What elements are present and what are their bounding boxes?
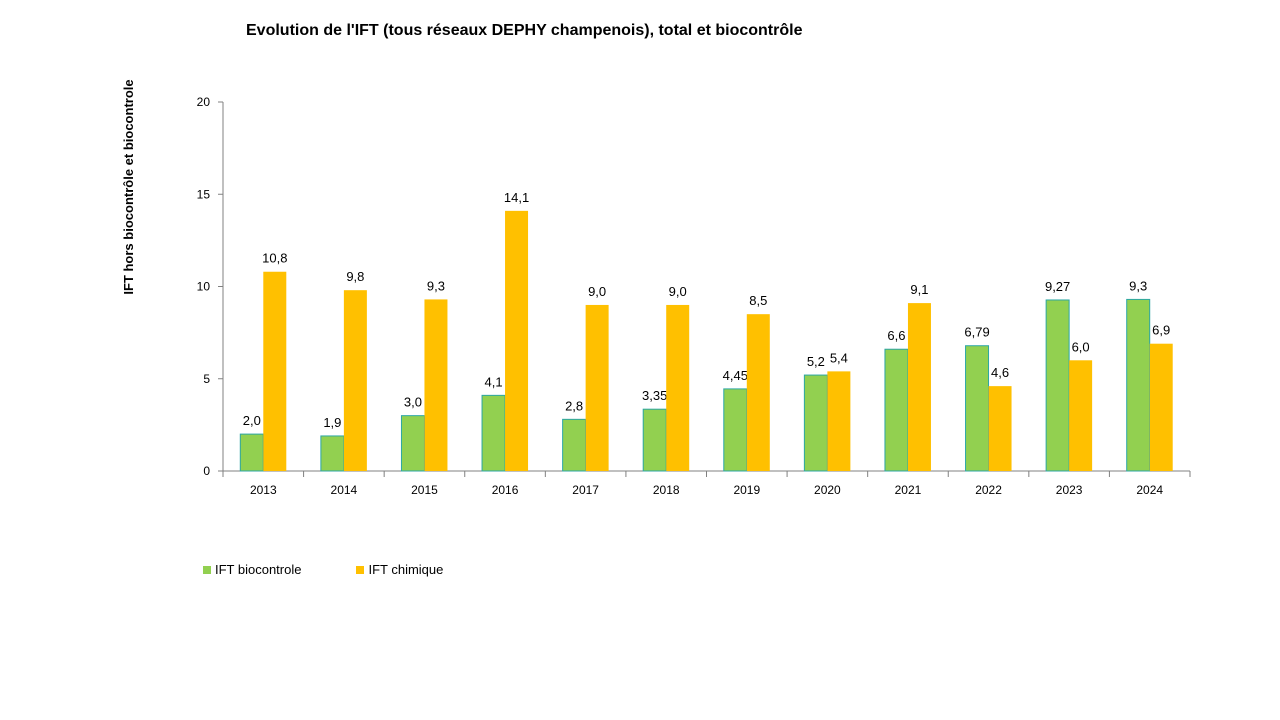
data-label-chimique: 10,8 <box>262 251 287 266</box>
bar-biocontrole <box>562 418 587 472</box>
legend-label-biocontrole: IFT biocontrole <box>215 562 302 577</box>
bar-chimique <box>1149 343 1173 471</box>
data-label-chimique: 9,0 <box>669 284 687 299</box>
bar-chimique <box>1069 360 1093 471</box>
bar-chimique <box>343 290 367 471</box>
x-tick-label: 2013 <box>250 483 277 497</box>
data-label-biocontrole: 4,45 <box>723 368 748 383</box>
x-tick-label: 2016 <box>492 483 519 497</box>
data-label-chimique: 6,0 <box>1072 339 1090 354</box>
legend-swatch-chimique <box>356 565 365 574</box>
data-label-biocontrole: 6,6 <box>887 328 905 343</box>
legend-item-chimique: IFT chimique <box>356 562 443 577</box>
bar-chimique <box>666 304 690 471</box>
bar-chimique <box>424 299 448 471</box>
bar-chimique <box>988 386 1012 471</box>
legend-swatch-biocontrole <box>203 565 211 574</box>
bar-chimique <box>263 271 287 471</box>
x-tick-label: 2017 <box>572 483 599 497</box>
x-tick-label: 2021 <box>895 483 922 497</box>
bar-biocontrole <box>320 435 345 472</box>
data-label-biocontrole: 9,3 <box>1129 278 1147 293</box>
bar-biocontrole <box>1045 299 1070 472</box>
data-label-biocontrole: 2,0 <box>243 413 261 428</box>
bar-biocontrole <box>723 388 748 472</box>
legend-item-biocontrole: IFT biocontrole <box>203 562 301 577</box>
data-label-biocontrole: 2,8 <box>565 398 583 413</box>
bar-biocontrole <box>884 348 909 472</box>
data-label-chimique: 9,0 <box>588 284 606 299</box>
data-label-biocontrole: 5,2 <box>807 354 825 369</box>
data-label-chimique: 6,9 <box>1152 323 1170 338</box>
bar-biocontrole <box>642 408 667 472</box>
bar-biocontrole <box>481 394 506 472</box>
y-axis-label: IFT hors biocontrôle et biocontrole <box>121 79 136 294</box>
chart-title: Evolution de l'IFT (tous réseaux DEPHY c… <box>246 22 803 39</box>
bar-biocontrole <box>965 345 990 472</box>
data-label-chimique: 4,6 <box>991 365 1009 380</box>
bar-biocontrole <box>239 433 264 472</box>
x-tick-label: 2014 <box>331 483 358 497</box>
data-label-biocontrole: 1,9 <box>323 415 341 430</box>
data-label-chimique: 5,4 <box>830 350 848 365</box>
x-tick-label: 2022 <box>975 483 1002 497</box>
bar-biocontrole <box>400 415 425 472</box>
bar-biocontrole <box>1126 298 1151 472</box>
data-label-biocontrole: 9,27 <box>1045 279 1070 294</box>
bar-chimique <box>585 304 609 471</box>
y-tick-label: 10 <box>197 280 211 294</box>
y-tick-label: 20 <box>197 95 211 109</box>
x-tick-label: 2024 <box>1136 483 1163 497</box>
data-label-chimique: 9,3 <box>427 278 445 293</box>
bar-biocontrole <box>803 374 828 472</box>
data-label-chimique: 9,1 <box>910 282 928 297</box>
data-label-biocontrole: 6,79 <box>964 325 989 340</box>
bar-chimique <box>505 210 529 472</box>
data-label-chimique: 9,8 <box>346 269 364 284</box>
data-label-chimique: 14,1 <box>504 190 529 205</box>
x-tick-label: 2015 <box>411 483 438 497</box>
bar-chimique <box>746 314 770 471</box>
x-tick-label: 2023 <box>1056 483 1083 497</box>
data-label-chimique: 8,5 <box>749 293 767 308</box>
bar-chimique <box>907 303 931 471</box>
x-tick-label: 2018 <box>653 483 680 497</box>
data-label-biocontrole: 4,1 <box>485 374 503 389</box>
bar-chimique <box>827 371 851 471</box>
y-tick-label: 0 <box>203 464 210 478</box>
y-tick-label: 5 <box>203 372 210 386</box>
data-label-biocontrole: 3,35 <box>642 388 667 403</box>
data-label-biocontrole: 3,0 <box>404 395 422 410</box>
legend-label-chimique: IFT chimique <box>368 562 444 577</box>
legend: IFT biocontrole IFT chimique <box>203 562 498 577</box>
y-tick-label: 15 <box>197 187 211 201</box>
x-tick-label: 2020 <box>814 483 841 497</box>
x-tick-label: 2019 <box>733 483 760 497</box>
